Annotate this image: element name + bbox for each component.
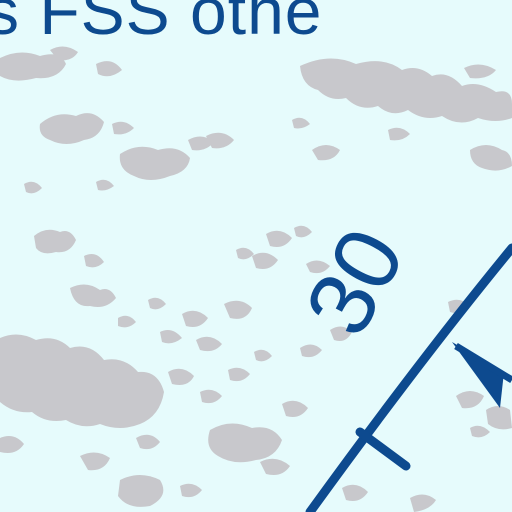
terrain-shading xyxy=(0,46,512,512)
airspace-caption: ks FSS othe xyxy=(0,0,323,48)
course-direction-arrowhead xyxy=(452,342,504,408)
compass-rose-tick-mark xyxy=(355,427,411,471)
arrow-shaft xyxy=(454,343,512,383)
vor-compass-rose-arc xyxy=(305,243,512,512)
